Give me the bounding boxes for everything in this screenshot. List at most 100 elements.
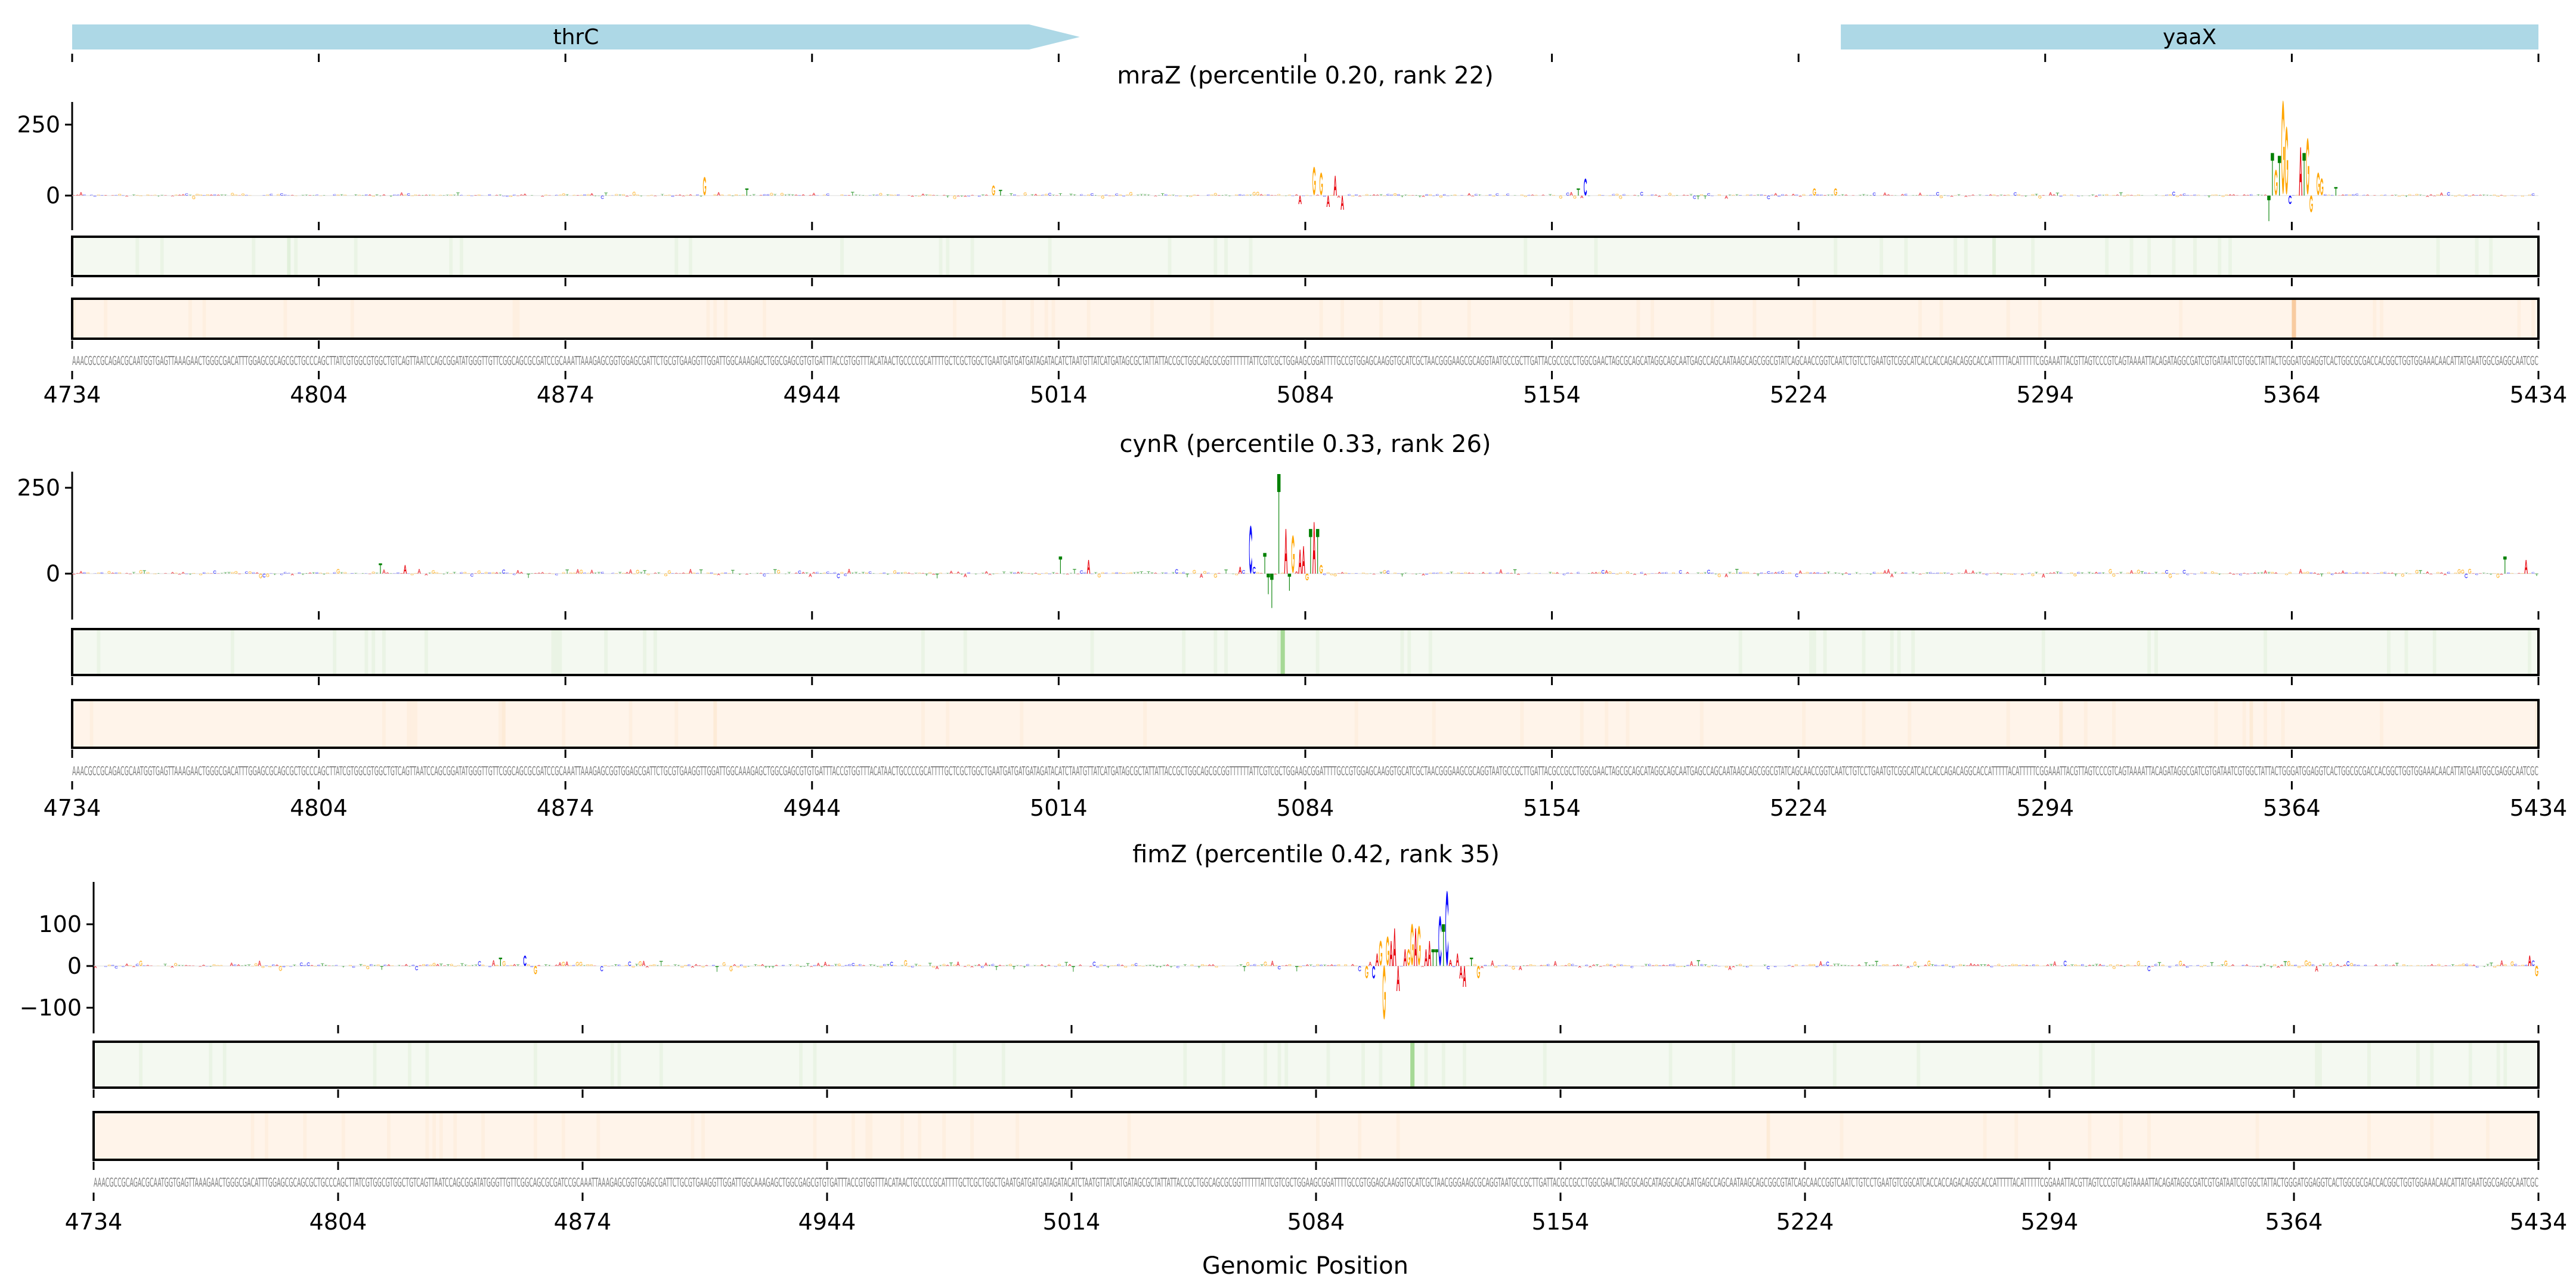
logo-glyph-G <box>569 572 572 574</box>
logo-glyph-G <box>685 572 689 574</box>
logo-glyph-C <box>1609 964 1613 967</box>
logo-glyph-G <box>890 194 893 196</box>
green-track-cell <box>1400 629 1404 675</box>
logo-glyph-G <box>266 573 270 577</box>
logo-glyph-T <box>788 964 792 966</box>
logo-glyph-G <box>477 570 481 574</box>
logo-glyph-C <box>2249 194 2253 196</box>
logo-glyph-A <box>628 195 633 196</box>
logo-glyph-C <box>2185 966 2189 968</box>
logo-glyph-C <box>1707 569 1711 574</box>
logo-glyph-A <box>2190 195 2193 196</box>
logo-glyph-A <box>1590 572 1594 574</box>
logo-glyph-T <box>1675 195 1679 196</box>
logo-glyph-C <box>1452 966 1456 967</box>
orange-track-cell <box>303 1112 307 1160</box>
green-track-cell <box>659 1042 663 1088</box>
logo-glyph-T <box>1270 574 1274 608</box>
logo-glyph-T <box>1224 194 1228 196</box>
logo-glyph-C <box>488 966 492 968</box>
logo-glyph-C <box>896 194 900 196</box>
logo-glyph-A <box>1281 965 1285 966</box>
logo-glyph-A <box>523 193 527 196</box>
logo-glyph-T <box>2423 965 2427 966</box>
logo-glyph-G <box>348 965 352 967</box>
logo-glyph-C <box>213 194 216 196</box>
orange-track-cell <box>2249 700 2253 748</box>
green-track-background <box>94 1042 2538 1088</box>
logo-glyph-T <box>935 574 939 578</box>
logo-glyph-T <box>660 194 664 196</box>
logo-glyph-A <box>2500 194 2503 196</box>
logo-glyph-C <box>1809 194 1813 196</box>
logo-glyph-C <box>798 570 801 574</box>
logo-glyph-A <box>907 572 911 574</box>
orange-track-cell <box>1418 299 1422 339</box>
logo-glyph-G <box>907 965 911 967</box>
logo-glyph-A <box>1541 194 1545 196</box>
logo-glyph-T <box>1221 195 1224 196</box>
logo-glyph-C <box>2514 964 2518 967</box>
logo-glyph-A <box>387 964 391 967</box>
logo-glyph-T <box>220 572 224 574</box>
logo-glyph-A <box>705 965 708 966</box>
logo-glyph-T <box>499 958 503 966</box>
logo-glyph-G <box>2348 572 2352 574</box>
logo-glyph-T <box>1069 193 1073 196</box>
logo-glyph-C <box>1815 966 1819 968</box>
logo-glyph-C <box>512 194 516 196</box>
logo-glyph-C <box>1929 195 1933 196</box>
x-tick-label: 5434 <box>2510 1209 2568 1235</box>
logo-glyph-T <box>1147 571 1150 574</box>
logo-glyph-T <box>2045 573 2049 574</box>
logo-glyph-T <box>787 572 791 574</box>
logo-glyph-C <box>1612 194 1615 196</box>
logo-glyph-G <box>174 194 178 196</box>
logo-glyph-G <box>1319 172 1323 196</box>
green-track-cell <box>1182 629 1186 675</box>
logo-glyph-T <box>999 190 1002 196</box>
logo-glyph-G <box>278 965 283 971</box>
logo-glyph-G <box>457 965 460 967</box>
logo-glyph-G <box>1407 195 1411 196</box>
logo-glyph-G <box>1608 571 1612 574</box>
logo-glyph-G <box>234 571 238 574</box>
logo-glyph-G <box>431 194 435 196</box>
logo-glyph-A <box>625 196 629 197</box>
logo-glyph-A <box>1658 196 1661 197</box>
green-track-cell <box>1809 629 1813 675</box>
logo-glyph-G <box>2162 572 2165 574</box>
green-track-cell <box>534 1042 537 1088</box>
logo-glyph-G <box>684 965 688 966</box>
orange-track-cell <box>1812 299 1816 339</box>
logo-glyph-A <box>72 574 76 575</box>
logo-glyph-G <box>206 572 210 574</box>
logo-glyph-G <box>2295 194 2299 196</box>
logo-glyph-T <box>1862 194 1866 196</box>
orange-track-cell <box>701 1112 705 1160</box>
logo-glyph-G <box>1326 572 1330 574</box>
orange-track-cell <box>2281 700 2285 748</box>
logo-glyph-T <box>1400 196 1404 197</box>
orange-track-cell <box>1908 700 1912 748</box>
logo-glyph-T <box>2394 194 2398 196</box>
logo-glyph-T <box>1140 571 1144 574</box>
logo-glyph-A <box>495 572 499 574</box>
logo-glyph-A <box>403 565 407 574</box>
green-track-cell <box>2039 1042 2043 1088</box>
green-track-cell <box>1812 629 1816 675</box>
logo-glyph-C <box>1323 574 1326 575</box>
logo-glyph-A <box>1613 966 1617 968</box>
logo-glyph-A <box>255 572 259 574</box>
logo-glyph-G <box>1256 572 1260 574</box>
logo-glyph-G <box>1252 191 1256 196</box>
logo-glyph-G <box>250 965 255 967</box>
logo-glyph-C <box>505 196 509 197</box>
logo-glyph-G <box>1393 193 1397 196</box>
logo-glyph-A <box>984 571 989 574</box>
logo-glyph-A <box>1274 195 1277 196</box>
logo-glyph-G <box>403 194 407 196</box>
logo-glyph-G <box>1794 964 1798 966</box>
green-track-cell <box>424 629 428 675</box>
logo-glyph-T <box>699 196 703 197</box>
